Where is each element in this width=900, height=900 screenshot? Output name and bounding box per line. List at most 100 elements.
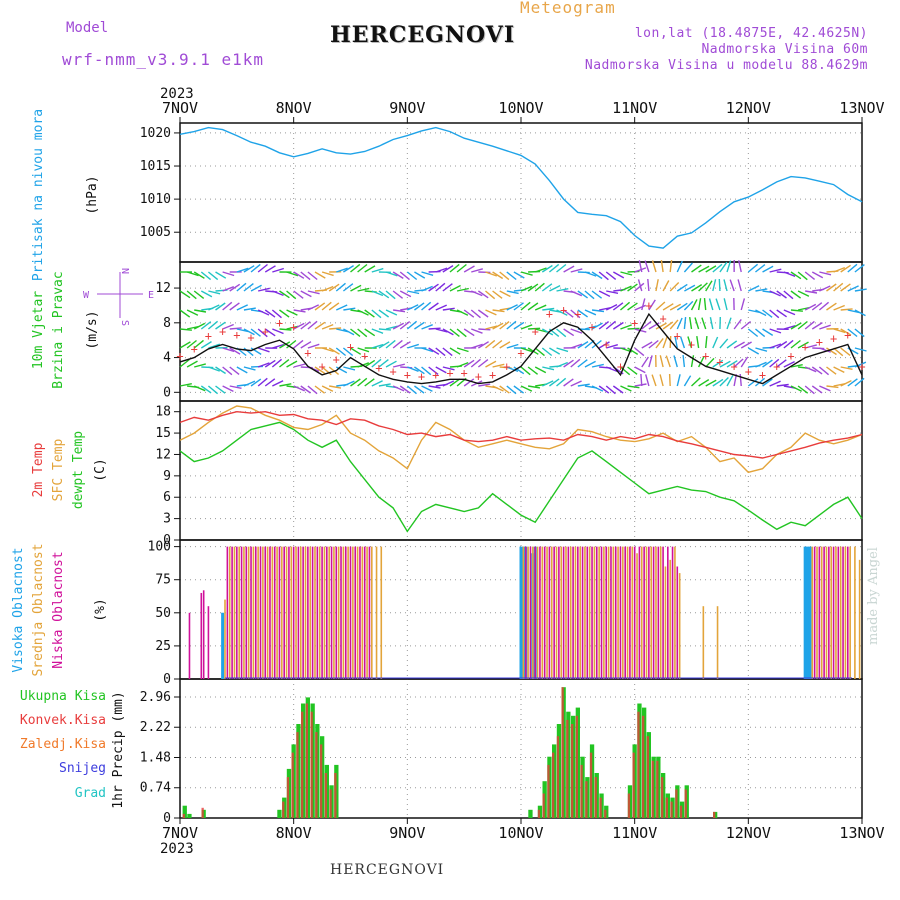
wind-barb — [847, 328, 858, 338]
wind-barb — [414, 366, 425, 375]
wind-gust-marker: + — [361, 349, 368, 363]
wind-gust-marker: + — [461, 366, 468, 380]
wind-barb — [840, 366, 853, 370]
wind-barb — [605, 385, 616, 395]
wind-barb — [840, 379, 852, 387]
wind-barb — [513, 321, 525, 330]
wind-barb — [307, 304, 319, 311]
wind-barb — [236, 366, 248, 374]
wind-barb — [542, 307, 555, 311]
wind-barb — [676, 302, 688, 311]
wind-gust-marker: + — [574, 307, 581, 321]
legend-conv-rain: Konvek.Kisa — [20, 713, 106, 728]
wind-barb — [250, 284, 262, 292]
wind-gust-marker: + — [489, 368, 496, 382]
wind-barb — [342, 347, 354, 357]
wind-barb — [378, 359, 389, 368]
wind-barb — [655, 301, 666, 311]
wind-barb — [712, 336, 719, 349]
wind-barb — [634, 267, 647, 273]
wind-barb — [591, 290, 603, 299]
wind-barb — [456, 347, 469, 353]
wind-barb — [392, 271, 404, 279]
wind-barb — [286, 309, 298, 316]
wind-barb — [186, 290, 197, 300]
wind-barb — [684, 284, 696, 292]
wind-barb — [698, 265, 710, 273]
wind-barb — [755, 309, 767, 317]
x-tick-label-top: 12NOV — [726, 99, 771, 117]
wind-barb — [612, 321, 624, 330]
wind-barb — [428, 347, 440, 355]
wind-barb — [321, 385, 334, 392]
wind-barb — [556, 263, 567, 273]
wind-barb — [541, 264, 553, 273]
legend-hail: Grad — [75, 786, 106, 801]
wind-barb — [193, 290, 205, 299]
wind-barb — [392, 339, 403, 349]
conv-rain-bar — [291, 752, 294, 818]
wind-barb — [694, 317, 700, 330]
2m-temp-line — [179, 410, 863, 459]
wind-speed-line — [179, 312, 863, 385]
wind-barb — [718, 278, 721, 292]
wind-gust-marker: + — [588, 320, 595, 334]
wind-barb — [570, 343, 583, 349]
y-tick-label: 1010 — [140, 192, 171, 207]
wind-barb — [492, 339, 503, 349]
wind-barb — [193, 385, 206, 392]
wind-barb — [272, 343, 285, 349]
wind-barb — [726, 360, 738, 368]
wind-barb — [739, 373, 742, 387]
wind-barb — [207, 385, 219, 395]
wind-barb — [406, 320, 418, 330]
wind-barb — [279, 309, 290, 318]
wind-barb — [250, 378, 262, 387]
wind-barb — [442, 380, 455, 387]
wind-barb — [584, 325, 597, 330]
wind-barb — [286, 325, 299, 330]
wind-barb — [854, 288, 867, 292]
wind-barb — [826, 385, 839, 389]
model-name: wrf-nmm_v3.9.1 e1km — [62, 50, 265, 69]
conv-rain-bar — [646, 736, 649, 818]
wind-barb — [719, 377, 729, 387]
wind-barb — [804, 303, 817, 311]
wind-barb — [847, 263, 858, 273]
wind-barb — [343, 366, 356, 371]
wind-barb — [207, 320, 219, 330]
y-tick-label: 100 — [148, 540, 171, 555]
wind-barb — [655, 279, 659, 292]
wind-barb — [584, 271, 597, 277]
wind-barb — [229, 385, 242, 389]
wind-barb — [471, 290, 483, 297]
wind-barb — [527, 366, 539, 375]
wind-barb — [591, 363, 604, 368]
wind-barb — [506, 304, 518, 311]
wind-barb — [272, 267, 285, 273]
wind-barb — [676, 317, 683, 330]
wind-barb — [691, 377, 701, 387]
wind-barb — [776, 340, 788, 349]
x-tick-label-bottom: 8NOV — [276, 824, 312, 842]
wind-barb — [378, 328, 391, 331]
wind-barb — [243, 366, 256, 371]
wind-gust-marker: + — [404, 368, 411, 382]
conv-rain-bar — [656, 760, 659, 818]
wind-barb — [329, 385, 342, 389]
wind-barb — [392, 322, 405, 330]
wind-barb — [783, 309, 796, 316]
wind-barb — [705, 379, 717, 387]
wind-barb — [470, 309, 481, 319]
wind-barb — [847, 285, 859, 292]
wind-barb — [477, 359, 489, 368]
wind-gust-marker: + — [318, 359, 325, 373]
conv-rain-bar — [566, 719, 569, 818]
wind-barb — [783, 325, 796, 330]
wind-barb — [691, 264, 702, 273]
wind-barb — [762, 309, 773, 318]
wind-barb — [257, 328, 268, 338]
wind-barb — [854, 347, 867, 352]
wind-barb — [435, 347, 446, 357]
wind-barb — [747, 347, 760, 355]
